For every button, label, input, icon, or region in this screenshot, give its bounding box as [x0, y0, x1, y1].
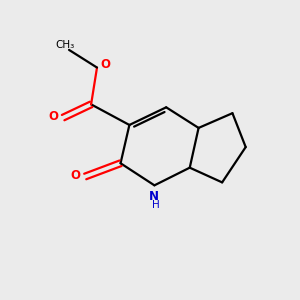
Text: O: O: [49, 110, 59, 123]
Text: CH₃: CH₃: [55, 40, 74, 50]
Text: H: H: [152, 200, 160, 210]
Text: O: O: [71, 169, 81, 182]
Text: N: N: [149, 190, 159, 203]
Text: O: O: [101, 58, 111, 71]
